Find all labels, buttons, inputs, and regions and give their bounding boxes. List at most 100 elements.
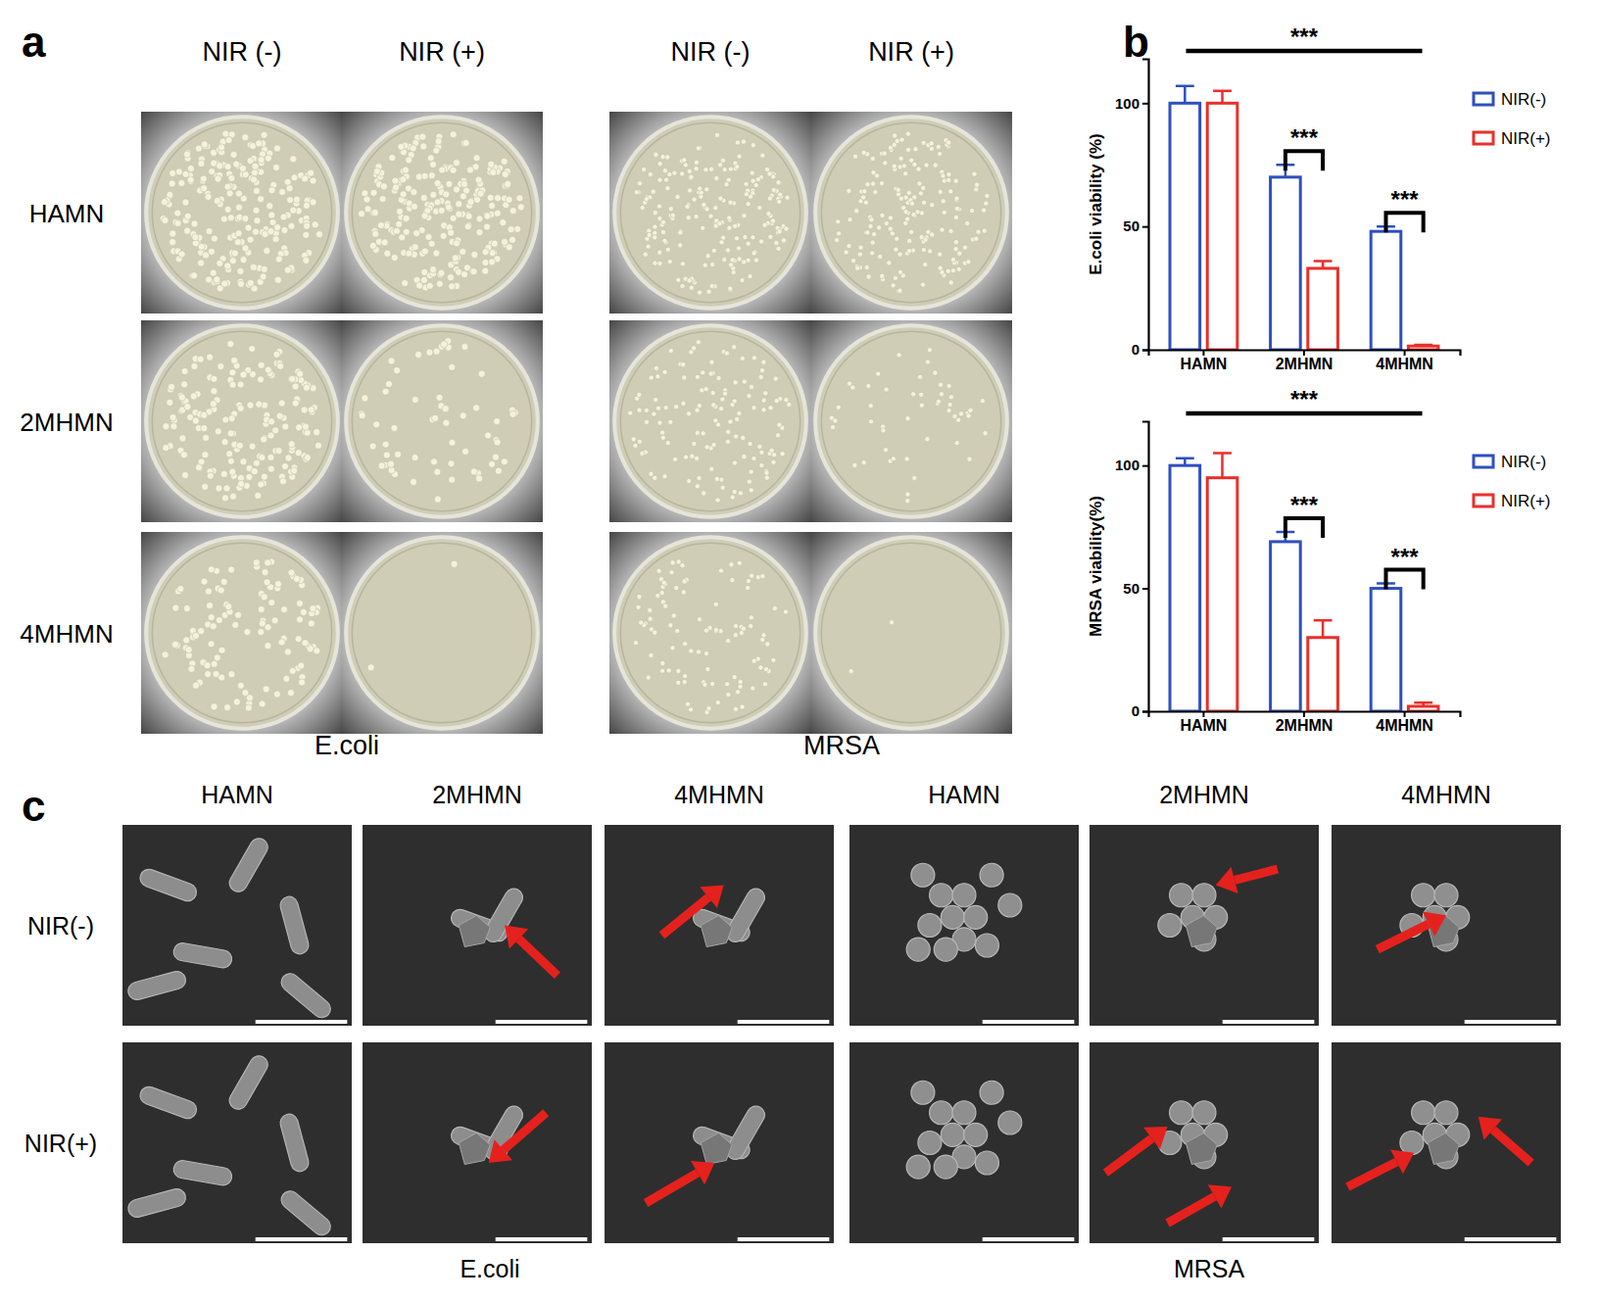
colony — [178, 179, 186, 187]
colony — [870, 181, 875, 187]
colony — [652, 260, 658, 266]
sem-background — [604, 1042, 834, 1244]
colony — [703, 387, 709, 392]
colony — [704, 187, 710, 193]
row-label: 4MHMN — [19, 619, 113, 649]
colony — [670, 212, 676, 218]
dish-rim — [821, 331, 1001, 511]
colony — [433, 146, 440, 154]
colony — [880, 428, 886, 434]
colony — [387, 460, 394, 468]
colony — [273, 350, 281, 358]
colony — [174, 219, 182, 227]
colony — [659, 668, 665, 674]
colony — [715, 699, 721, 705]
colony — [927, 248, 933, 254]
colony — [229, 257, 237, 265]
colony — [240, 371, 247, 379]
bacterium — [952, 1101, 976, 1125]
tick-mark — [1202, 349, 1205, 356]
colony — [906, 146, 912, 152]
colony — [727, 419, 733, 425]
colony — [220, 578, 228, 585]
colony — [722, 256, 728, 262]
colony — [297, 678, 305, 686]
error-bar — [1175, 86, 1195, 104]
colony — [684, 701, 690, 707]
column-header: HAMN — [927, 780, 1001, 809]
colony — [285, 454, 292, 462]
colony — [680, 361, 686, 367]
dish — [815, 116, 1008, 309]
scale-bar — [737, 1019, 830, 1024]
bar-chart: 050100HAMN2MHMN4MHMNMRSA viability(%)***… — [1086, 386, 1552, 734]
colony — [244, 704, 252, 712]
colony — [433, 347, 440, 355]
colony — [517, 203, 525, 211]
tick-mark — [1142, 226, 1149, 229]
colony — [688, 174, 694, 180]
colony — [490, 240, 498, 247]
colony — [876, 225, 882, 231]
colony — [763, 390, 769, 396]
colony — [696, 617, 702, 623]
colony — [653, 151, 659, 157]
colony — [923, 162, 929, 168]
dish — [614, 116, 807, 309]
colony — [437, 206, 445, 214]
colony — [660, 229, 666, 235]
significance-bracket — [1285, 150, 1323, 171]
colony — [223, 703, 231, 711]
colony — [395, 207, 403, 215]
colony — [264, 154, 272, 162]
colony — [755, 176, 761, 182]
colony — [954, 205, 960, 211]
colony — [166, 398, 174, 406]
colony — [753, 257, 759, 263]
colony — [858, 244, 864, 250]
scale-bar — [255, 1237, 348, 1242]
colony — [251, 228, 259, 236]
colony — [263, 246, 271, 254]
colony — [218, 674, 226, 681]
colony — [894, 138, 900, 144]
colony — [693, 166, 699, 172]
colony — [751, 250, 757, 256]
colony — [373, 421, 381, 429]
colony — [720, 484, 726, 490]
colony — [868, 223, 873, 229]
colony — [680, 589, 686, 595]
debris — [1185, 1133, 1217, 1165]
colony — [898, 195, 904, 201]
colony — [228, 415, 236, 423]
colony — [760, 152, 766, 158]
colony — [446, 274, 454, 282]
tick-label: 100 — [1115, 456, 1140, 474]
colony — [648, 471, 654, 477]
axis-line — [1142, 59, 1150, 351]
colony — [711, 247, 717, 253]
bar — [1169, 102, 1201, 350]
colony — [278, 399, 286, 407]
colony — [280, 606, 288, 614]
colony — [938, 382, 944, 388]
colony — [879, 273, 885, 279]
colony — [208, 167, 216, 175]
colony — [184, 212, 192, 220]
sem-image — [849, 1042, 1079, 1244]
colony — [983, 200, 989, 206]
colony — [274, 580, 282, 587]
tick-mark — [1142, 102, 1149, 105]
petri-dish — [340, 111, 543, 314]
colony — [714, 175, 720, 181]
colony — [636, 181, 642, 187]
colony — [260, 593, 268, 601]
colony — [946, 383, 952, 388]
colony — [734, 689, 740, 695]
colony — [217, 362, 225, 370]
colony — [663, 603, 669, 609]
colony — [732, 623, 738, 629]
colony — [893, 246, 899, 252]
colony — [643, 407, 649, 413]
colony — [688, 648, 694, 654]
